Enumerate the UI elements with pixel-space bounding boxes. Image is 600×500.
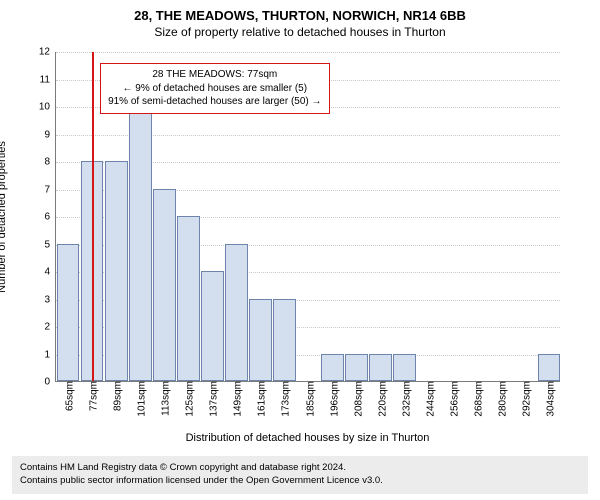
- x-tick-label: 256sqm: [445, 381, 460, 417]
- x-tick-label: 173sqm: [277, 381, 292, 417]
- y-axis-label: Number of detached properties: [0, 52, 12, 382]
- histogram-bar: [177, 216, 200, 381]
- x-tick-label: 137sqm: [205, 381, 220, 417]
- histogram-bar: [538, 354, 561, 382]
- histogram-bar: [153, 189, 176, 382]
- x-tick-label: 185sqm: [301, 381, 316, 417]
- annotation-box: 28 THE MEADOWS: 77sqm← 9% of detached ho…: [100, 63, 329, 114]
- gridline: [56, 52, 560, 53]
- page-subtitle: Size of property relative to detached ho…: [0, 23, 600, 39]
- y-tick-label: 6: [44, 212, 56, 223]
- histogram-bar: [345, 354, 368, 382]
- x-axis-label: Distribution of detached houses by size …: [55, 432, 560, 444]
- x-tick-label: 149sqm: [229, 381, 244, 417]
- x-tick-label: 65sqm: [61, 381, 76, 411]
- x-tick-label: 244sqm: [421, 381, 436, 417]
- marker-line: [92, 52, 94, 381]
- histogram-bar: [393, 354, 416, 382]
- y-tick-label: 12: [39, 47, 56, 58]
- y-tick-label: 9: [44, 129, 56, 140]
- y-tick-label: 7: [44, 184, 56, 195]
- x-tick-label: 268sqm: [469, 381, 484, 417]
- histogram-bar: [129, 79, 152, 382]
- page-title: 28, THE MEADOWS, THURTON, NORWICH, NR14 …: [0, 0, 600, 23]
- x-tick-label: 77sqm: [85, 381, 100, 411]
- annotation-line: 91% of semi-detached houses are larger (…: [108, 95, 321, 109]
- x-tick-label: 280sqm: [493, 381, 508, 417]
- footer-line1: Contains HM Land Registry data © Crown c…: [20, 462, 580, 475]
- page-root: 28, THE MEADOWS, THURTON, NORWICH, NR14 …: [0, 0, 600, 500]
- x-tick-label: 125sqm: [181, 381, 196, 417]
- x-tick-label: 101sqm: [133, 381, 148, 417]
- histogram-bar: [225, 244, 248, 382]
- y-tick-label: 0: [44, 377, 56, 388]
- y-tick-label: 10: [39, 102, 56, 113]
- x-tick-label: 232sqm: [397, 381, 412, 417]
- annotation-line: 28 THE MEADOWS: 77sqm: [108, 68, 321, 82]
- x-tick-label: 89sqm: [109, 381, 124, 411]
- x-tick-label: 113sqm: [157, 381, 172, 416]
- footer-attribution: Contains HM Land Registry data © Crown c…: [12, 456, 588, 494]
- histogram-bar: [273, 299, 296, 382]
- y-tick-label: 3: [44, 294, 56, 305]
- histogram-bar: [369, 354, 392, 382]
- x-tick-label: 161sqm: [253, 381, 268, 417]
- histogram-bar: [57, 244, 80, 382]
- x-tick-label: 292sqm: [517, 381, 532, 417]
- y-tick-label: 11: [40, 74, 56, 85]
- y-tick-label: 8: [44, 157, 56, 168]
- x-tick-label: 208sqm: [349, 381, 364, 417]
- y-tick-label: 4: [44, 267, 56, 278]
- x-tick-label: 196sqm: [325, 381, 340, 417]
- y-tick-label: 2: [44, 322, 56, 333]
- footer-line2: Contains public sector information licen…: [20, 475, 580, 488]
- histogram-bar: [321, 354, 344, 382]
- histogram-bar: [201, 271, 224, 381]
- x-tick-label: 304sqm: [541, 381, 556, 417]
- histogram-bar: [105, 161, 128, 381]
- plot-area: 012345678910111265sqm77sqm89sqm101sqm113…: [55, 52, 560, 382]
- x-tick-label: 220sqm: [373, 381, 388, 417]
- y-tick-label: 1: [44, 349, 56, 360]
- annotation-line: ← 9% of detached houses are smaller (5): [108, 82, 321, 96]
- histogram-bar: [249, 299, 272, 382]
- chart-area: 012345678910111265sqm77sqm89sqm101sqm113…: [55, 52, 560, 382]
- y-tick-label: 5: [44, 239, 56, 250]
